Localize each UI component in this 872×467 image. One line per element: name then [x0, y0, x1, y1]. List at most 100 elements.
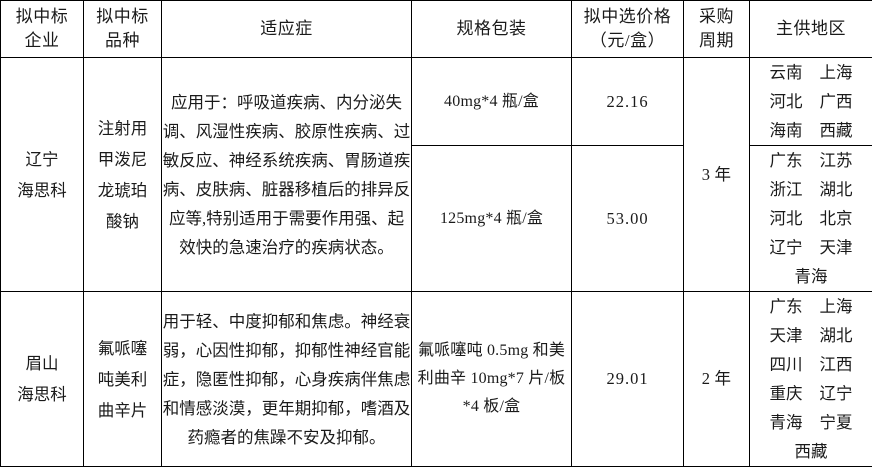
- region-row: 青海: [766, 262, 856, 291]
- region-row: 广东 江苏: [766, 146, 856, 175]
- cell-product: 氟哌噻 吨美利 曲辛片: [84, 292, 162, 467]
- region-item: 云南: [766, 58, 806, 87]
- spec-line: 氟哌噻吨 0.5mg 和美: [412, 337, 571, 365]
- spec-line: 利曲辛 10mg*7 片/板: [412, 365, 571, 393]
- region-row: 青海 宁夏: [766, 408, 856, 437]
- region-row: 广东 上海: [766, 292, 856, 321]
- region-grid: 广东 上海 天津 湖北 四川 江西 重庆 辽宁: [766, 292, 856, 466]
- spec-line: 40mg*4 瓶/盒: [412, 88, 571, 116]
- header-line: 品种: [84, 29, 161, 53]
- region-row: 辽宁 天津: [766, 233, 856, 262]
- cell-cycle: 2 年: [684, 292, 750, 467]
- region-item: 西藏: [795, 437, 828, 466]
- header-line: 规格包装: [412, 17, 571, 41]
- cell-spec: 氟哌噻吨 0.5mg 和美 利曲辛 10mg*7 片/板 *4 板/盒: [412, 292, 572, 467]
- region-item: 上海: [816, 292, 856, 321]
- column-header-price: 拟中选价格 （元/盒）: [572, 1, 684, 58]
- region-item: 天津: [766, 321, 806, 350]
- region-item: 浙江: [766, 175, 806, 204]
- column-header-product: 拟中标 品种: [84, 1, 162, 58]
- region-row: 河北 广西: [766, 87, 856, 116]
- column-header-region: 主供地区: [750, 1, 872, 58]
- region-item: 河北: [766, 87, 806, 116]
- region-item: 海南: [766, 116, 806, 145]
- region-grid: 广东 江苏 浙江 湖北 河北 北京 辽宁 天津: [766, 146, 856, 291]
- header-line: 拟中标: [1, 5, 83, 29]
- header-line: （元/盒）: [572, 29, 683, 53]
- cell-spec: 40mg*4 瓶/盒: [412, 58, 572, 146]
- header-line: 适应症: [162, 17, 411, 41]
- column-header-indication: 适应症: [162, 1, 412, 58]
- region-row: 西藏: [766, 437, 856, 466]
- company-line: 辽宁: [1, 144, 83, 175]
- table-row: 眉山 海思科 氟哌噻 吨美利 曲辛片 用于轻、中度抑郁和焦虑。神经衰弱，心因性抑…: [1, 292, 872, 467]
- region-item: 重庆: [766, 379, 806, 408]
- region-item: 西藏: [816, 116, 856, 145]
- spec-line: 125mg*4 瓶/盒: [412, 205, 571, 233]
- region-item: 上海: [816, 58, 856, 87]
- table-row: 辽宁 海思科 注射用 甲泼尼 龙琥珀 酸钠 应用于：呼吸道疾病、内分泌失调、风湿…: [1, 58, 872, 146]
- product-line: 吨美利: [84, 364, 161, 395]
- region-item: 江西: [816, 350, 856, 379]
- cell-region: 云南 上海 河北 广西 海南 西藏: [750, 58, 872, 146]
- column-header-spec: 规格包装: [412, 1, 572, 58]
- table-header: 拟中标 企业 拟中标 品种 适应症 规格包装 拟中选价格 （元/盒）: [1, 1, 872, 58]
- header-line: 主供地区: [750, 17, 872, 41]
- region-row: 云南 上海: [766, 58, 856, 87]
- table-body: 辽宁 海思科 注射用 甲泼尼 龙琥珀 酸钠 应用于：呼吸道疾病、内分泌失调、风湿…: [1, 58, 872, 467]
- region-item: 湖北: [816, 321, 856, 350]
- cell-product: 注射用 甲泼尼 龙琥珀 酸钠: [84, 58, 162, 292]
- header-line: 拟中标: [84, 5, 161, 29]
- header-line: 采购: [684, 5, 749, 29]
- region-item: 天津: [816, 233, 856, 262]
- region-item: 宁夏: [816, 408, 856, 437]
- region-row: 海南 西藏: [766, 116, 856, 145]
- region-grid: 云南 上海 河北 广西 海南 西藏: [766, 58, 856, 145]
- indication-text: 应用于：呼吸道疾病、内分泌失调、风湿性疾病、胶原性疾病、过敏反应、神经系统疾病、…: [162, 88, 411, 262]
- cell-company: 眉山 海思科: [1, 292, 84, 467]
- region-item: 河北: [766, 204, 806, 233]
- column-header-company: 拟中标 企业: [1, 1, 84, 58]
- region-row: 重庆 辽宁: [766, 379, 856, 408]
- region-row: 四川 江西: [766, 350, 856, 379]
- region-row: 天津 湖北: [766, 321, 856, 350]
- company-line: 海思科: [1, 379, 83, 410]
- cell-region: 广东 上海 天津 湖北 四川 江西 重庆 辽宁: [750, 292, 872, 467]
- cell-indication: 用于轻、中度抑郁和焦虑。神经衰弱，心因性抑郁，抑郁性神经官能症，隐匿性抑郁，心身…: [162, 292, 412, 467]
- region-item: 北京: [816, 204, 856, 233]
- product-line: 注射用: [84, 113, 161, 144]
- product-line: 甲泼尼: [84, 144, 161, 175]
- company-line: 海思科: [1, 175, 83, 206]
- cell-spec: 125mg*4 瓶/盒: [412, 146, 572, 292]
- spec-line: *4 板/盒: [412, 393, 571, 421]
- region-item: 四川: [766, 350, 806, 379]
- product-line: 氟哌噻: [84, 333, 161, 364]
- header-line: 周期: [684, 29, 749, 53]
- region-row: 浙江 湖北: [766, 175, 856, 204]
- region-item: 青海: [766, 408, 806, 437]
- region-item: 青海: [795, 262, 828, 291]
- indication-text: 用于轻、中度抑郁和焦虑。神经衰弱，心因性抑郁，抑郁性神经官能症，隐匿性抑郁，心身…: [162, 307, 411, 452]
- header-row: 拟中标 企业 拟中标 品种 适应症 规格包装 拟中选价格 （元/盒）: [1, 1, 872, 58]
- region-item: 广东: [766, 292, 806, 321]
- cell-price: 29.01: [572, 292, 684, 467]
- product-line: 龙琥珀: [84, 175, 161, 206]
- cell-price: 22.16: [572, 58, 684, 146]
- region-item: 辽宁: [766, 233, 806, 262]
- product-line: 曲辛片: [84, 395, 161, 426]
- header-line: 企业: [1, 29, 83, 53]
- cell-cycle: 3 年: [684, 58, 750, 292]
- header-line: 拟中选价格: [572, 5, 683, 29]
- region-item: 广西: [816, 87, 856, 116]
- cell-price: 53.00: [572, 146, 684, 292]
- region-item: 江苏: [816, 146, 856, 175]
- region-item: 湖北: [816, 175, 856, 204]
- cell-region: 广东 江苏 浙江 湖北 河北 北京 辽宁 天津: [750, 146, 872, 292]
- company-line: 眉山: [1, 348, 83, 379]
- product-line: 酸钠: [84, 206, 161, 237]
- region-item: 广东: [766, 146, 806, 175]
- cell-indication: 应用于：呼吸道疾病、内分泌失调、风湿性疾病、胶原性疾病、过敏反应、神经系统疾病、…: [162, 58, 412, 292]
- region-row: 河北 北京: [766, 204, 856, 233]
- region-item: 辽宁: [816, 379, 856, 408]
